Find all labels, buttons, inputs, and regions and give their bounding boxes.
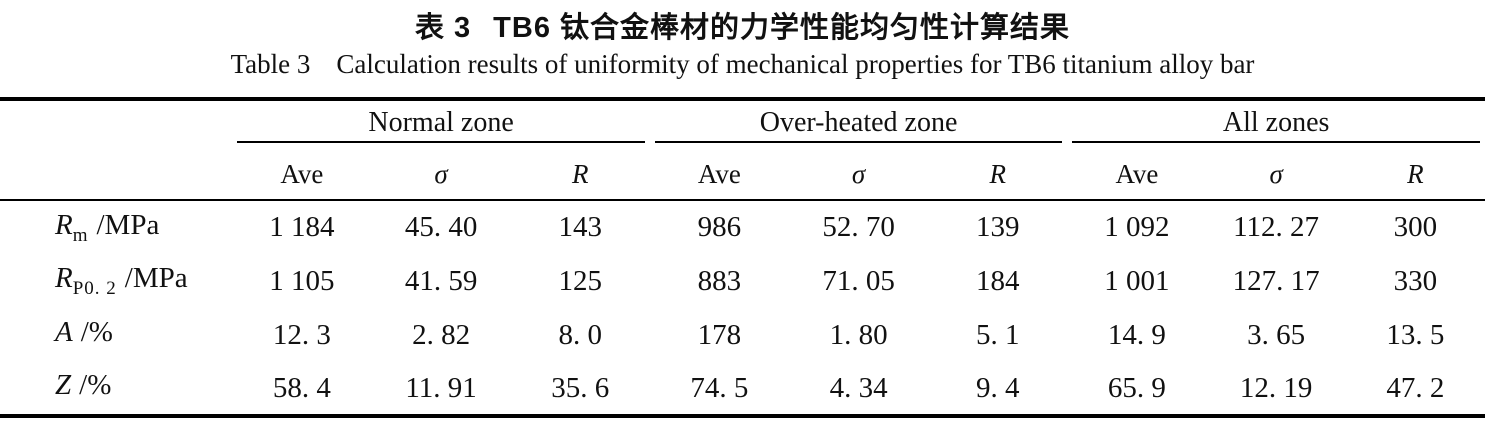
group-header-row: Normal zone Over-heated zone All zones — [0, 99, 1485, 201]
subheader-overheated-sigma: σ — [789, 149, 929, 201]
row-label-rm-subscript: m — [72, 224, 89, 246]
row-label-rm-symbol: R — [55, 208, 73, 241]
cell-a-all-range: 13. 5 — [1386, 318, 1445, 351]
row-label-rm: Rm/MPa — [0, 200, 232, 254]
cell-rp02-all-range: 330 — [1393, 264, 1438, 297]
row-label-a: A/% — [0, 308, 232, 362]
row-label-rp02-subscript: P0. 2 — [72, 277, 117, 299]
table-caption-en-number: Table 3 — [230, 49, 311, 79]
cell-rp02-overheated-sigma: 71. 05 — [822, 264, 895, 297]
cell-rp02-all-sigma: 127. 17 — [1232, 264, 1320, 297]
cell-rm-overheated-sigma: 52. 70 — [822, 211, 895, 243]
group-header-overheated-zone-label: Over-heated zone — [654, 107, 1063, 143]
group-header-normal-zone: Normal zone — [232, 99, 650, 149]
subheader-all-sigma: σ — [1206, 149, 1346, 201]
cell-rp02-normal-ave: 1 105 — [269, 264, 335, 297]
row-label-a-unit: /% — [80, 316, 113, 349]
cell-a-overheated-sigma: 1. 80 — [829, 318, 888, 351]
cell-rm-all-range: 300 — [1393, 211, 1438, 243]
row-label-z: Z/% — [0, 362, 232, 416]
cell-rp02-normal-sigma: 41. 59 — [404, 264, 478, 297]
table-caption-en-text: Calculation results of uniformity of mec… — [336, 49, 1255, 79]
subheader-row: Ave σ R Ave σ R Ave σ R — [0, 149, 1485, 201]
cell-z-normal-ave: 58. 4 — [272, 371, 331, 404]
cell-z-all-sigma: 12. 19 — [1239, 371, 1313, 404]
subheader-normal-ave: Ave — [232, 149, 372, 201]
cell-a-overheated-range: 5. 1 — [976, 318, 1020, 351]
cell-a-all-ave: 14. 9 — [1107, 318, 1166, 351]
cell-a-normal-sigma: 2. 82 — [412, 318, 471, 351]
cell-z-overheated-ave: 74. 5 — [690, 371, 749, 404]
cell-rm-normal-ave: 1 184 — [269, 211, 335, 243]
group-header-normal-zone-label: Normal zone — [237, 107, 645, 143]
cell-a-all-sigma: 3. 65 — [1247, 318, 1306, 351]
row-label-rp02-unit: /MPa — [124, 262, 188, 295]
cell-z-all-ave: 65. 9 — [1107, 371, 1166, 404]
cell-z-overheated-sigma: 4. 34 — [829, 371, 888, 404]
cell-rp02-overheated-ave: 883 — [697, 264, 742, 297]
table-row-rm: Rm/MPa 1 184 45. 40 143 986 52. 70 139 1… — [0, 200, 1485, 254]
row-label-z-unit: /% — [79, 369, 112, 402]
cell-rp02-overheated-range: 184 — [976, 264, 1020, 297]
table-row-z: Z/% 58. 4 11. 91 35. 6 74. 5 4. 34 9. 4 … — [0, 362, 1485, 416]
results-table: Normal zone Over-heated zone All zones A… — [0, 97, 1485, 418]
subheader-normal-sigma: σ — [371, 149, 511, 201]
subheader-all-ave: Ave — [1067, 149, 1207, 201]
table-row-a: A/% 12. 3 2. 82 8. 0 178 1. 80 5. 1 14. … — [0, 308, 1485, 362]
subheader-normal-range: R — [510, 149, 650, 201]
table-row-rp02: RP0. 2/MPa 1 105 41. 59 125 883 71. 05 1… — [0, 254, 1485, 308]
table-caption-zh-number: 表 3 — [414, 12, 472, 44]
subheader-overheated-range: R — [928, 149, 1068, 201]
cell-z-overheated-range: 9. 4 — [976, 371, 1020, 404]
row-label-z-symbol: Z — [55, 369, 72, 402]
subheader-all-range: R — [1345, 149, 1485, 201]
row-label-a-symbol: A — [55, 316, 73, 349]
cell-rm-overheated-ave: 986 — [697, 211, 742, 243]
row-label-rp02-symbol: R — [55, 262, 73, 295]
cell-z-normal-range: 35. 6 — [551, 371, 610, 404]
cell-a-normal-ave: 12. 3 — [272, 318, 331, 351]
cell-rp02-all-ave: 1 001 — [1104, 264, 1170, 297]
cell-rm-normal-range: 143 — [558, 211, 602, 243]
cell-z-normal-sigma: 11. 91 — [405, 371, 477, 404]
stub-header-cell — [0, 99, 233, 201]
cell-rm-normal-sigma: 45. 40 — [404, 211, 478, 243]
cell-rm-all-sigma: 112. 27 — [1233, 211, 1320, 243]
table-caption-zh: 表 3 TB6 钛合金棒材的力学性能均匀性计算结果 — [0, 4, 1485, 46]
cell-rp02-normal-range: 125 — [558, 264, 602, 297]
group-header-all-zones: All zones — [1067, 99, 1485, 149]
cell-a-normal-range: 8. 0 — [558, 318, 602, 351]
cell-rm-overheated-range: 139 — [976, 211, 1020, 243]
group-header-all-zones-label: All zones — [1072, 107, 1480, 143]
group-header-overheated-zone: Over-heated zone — [650, 99, 1068, 149]
cell-z-all-range: 47. 2 — [1386, 371, 1445, 404]
table-caption-zh-text: TB6 钛合金棒材的力学性能均匀性计算结果 — [493, 12, 1071, 44]
subheader-overheated-ave: Ave — [649, 149, 789, 201]
table-caption-en: Table 3 Calculation results of uniformity… — [0, 49, 1485, 80]
row-label-rm-unit: /MPa — [96, 208, 160, 241]
row-label-rp02: RP0. 2/MPa — [0, 254, 232, 308]
cell-a-overheated-ave: 178 — [697, 318, 742, 351]
cell-rm-all-ave: 1 092 — [1104, 211, 1170, 243]
